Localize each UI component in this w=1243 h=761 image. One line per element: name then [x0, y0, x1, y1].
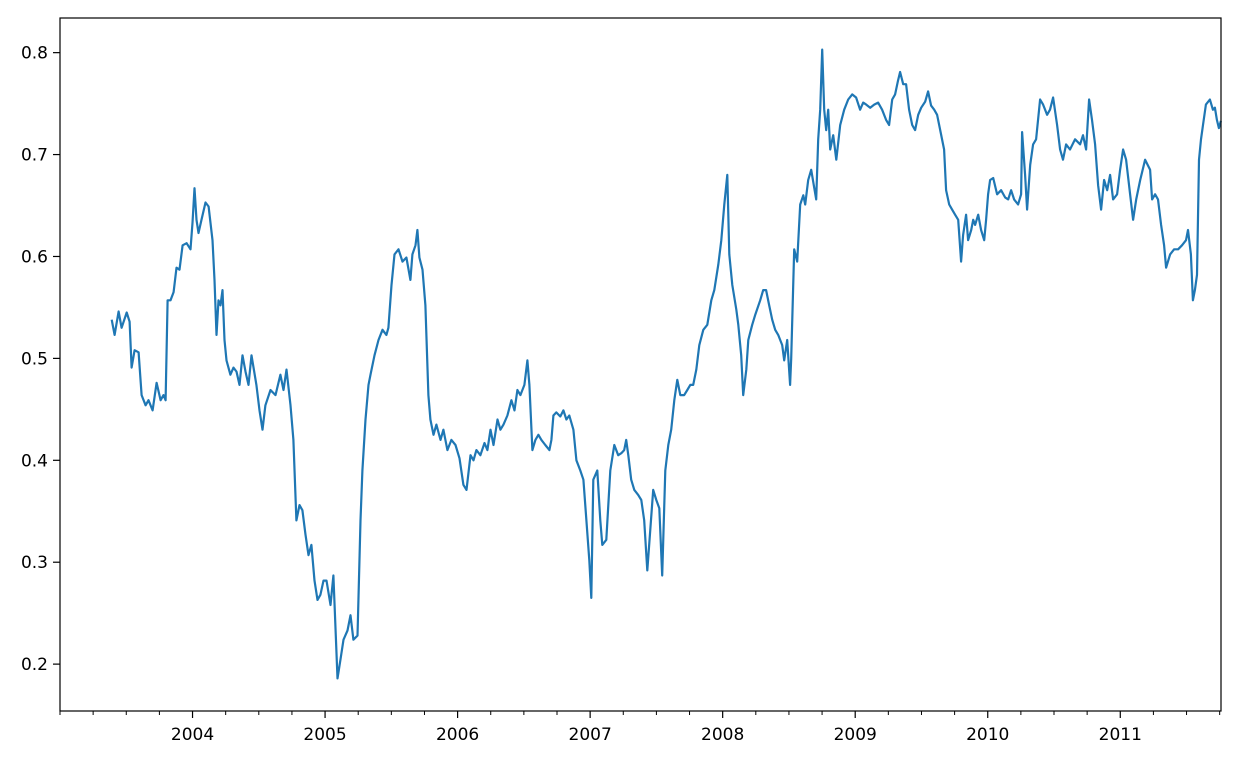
- x-tick-label: 2005: [303, 725, 346, 745]
- y-tick-label: 0.8: [21, 44, 48, 64]
- x-tick-label: 2007: [569, 725, 612, 745]
- axes-frame: [59, 17, 1222, 712]
- x-tick-label: 2010: [966, 725, 1009, 745]
- x-tick-label: 2006: [436, 725, 479, 745]
- series-line: [110, 48, 1222, 680]
- x-tick-label: 2011: [1099, 725, 1142, 745]
- y-tick-label: 0.2: [21, 655, 48, 675]
- y-tick-label: 0.3: [21, 553, 48, 573]
- y-tick-label: 0.7: [21, 146, 48, 166]
- y-tick-label: 0.4: [21, 451, 48, 471]
- y-tick-label: 0.5: [21, 349, 48, 369]
- x-tick-label: 2004: [171, 725, 214, 745]
- axes: 2004 2005 2006 2007 2008 2009 2010 2011 0.2 0.3 0.…: [21, 17, 1222, 745]
- plot-area: [110, 48, 1222, 680]
- x-tick-label: 2009: [834, 725, 877, 745]
- x-tick-label: 2008: [701, 725, 744, 745]
- y-tick-label: 0.6: [21, 247, 48, 267]
